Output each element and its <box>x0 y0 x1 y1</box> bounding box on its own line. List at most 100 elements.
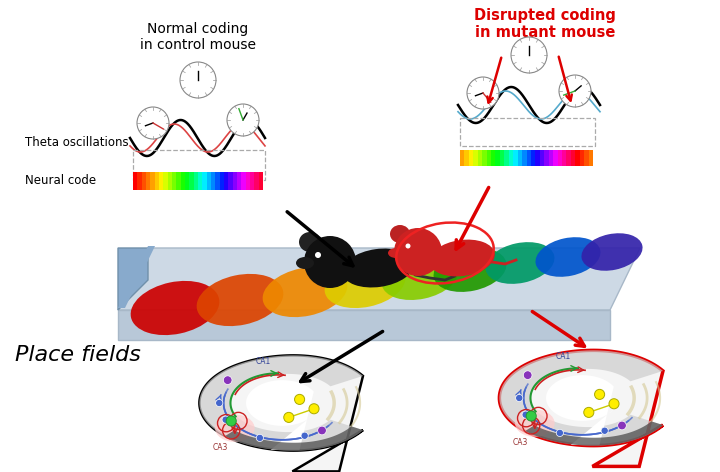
Circle shape <box>522 411 529 418</box>
Bar <box>250 172 255 190</box>
Ellipse shape <box>536 237 600 277</box>
Ellipse shape <box>390 225 410 243</box>
Ellipse shape <box>433 248 506 292</box>
Bar <box>513 150 518 166</box>
Bar <box>215 172 220 190</box>
Bar <box>509 150 513 166</box>
Text: CA3: CA3 <box>513 438 528 447</box>
Bar <box>504 150 509 166</box>
Bar <box>567 150 572 166</box>
Circle shape <box>227 104 259 136</box>
Bar <box>233 172 238 190</box>
Bar <box>478 150 482 166</box>
Bar <box>495 150 500 166</box>
Bar <box>571 150 576 166</box>
Bar <box>469 150 474 166</box>
Ellipse shape <box>582 233 642 271</box>
Ellipse shape <box>485 242 554 284</box>
Bar <box>254 172 259 190</box>
Ellipse shape <box>130 281 220 335</box>
Polygon shape <box>225 426 363 451</box>
Text: Theta oscillations: Theta oscillations <box>25 136 129 150</box>
Circle shape <box>301 432 308 439</box>
Bar <box>228 172 233 190</box>
Polygon shape <box>546 375 613 445</box>
Bar <box>168 172 173 190</box>
Circle shape <box>309 404 319 414</box>
Bar <box>258 172 264 190</box>
Bar <box>482 150 487 166</box>
Bar <box>207 172 212 190</box>
Bar <box>189 172 194 190</box>
Circle shape <box>315 252 321 258</box>
Bar <box>540 150 545 166</box>
Circle shape <box>405 244 410 248</box>
Bar <box>580 150 585 166</box>
Bar <box>163 172 168 190</box>
Circle shape <box>394 228 442 276</box>
Text: CA3: CA3 <box>212 443 228 452</box>
Bar <box>473 150 478 166</box>
Circle shape <box>523 371 532 379</box>
Bar <box>133 150 265 180</box>
Bar <box>562 150 567 166</box>
Circle shape <box>256 434 264 441</box>
Circle shape <box>294 395 305 405</box>
Bar <box>185 172 190 190</box>
Bar <box>549 150 554 166</box>
Bar <box>224 172 229 190</box>
Circle shape <box>601 427 608 434</box>
Bar <box>211 172 216 190</box>
Bar <box>181 172 186 190</box>
Text: Place fields: Place fields <box>15 345 141 365</box>
Bar <box>464 150 469 166</box>
Circle shape <box>511 37 547 73</box>
Ellipse shape <box>515 410 554 437</box>
Circle shape <box>467 77 499 109</box>
Bar <box>553 150 558 166</box>
Bar <box>487 150 492 166</box>
Bar <box>518 150 523 166</box>
Polygon shape <box>500 350 663 466</box>
Bar <box>500 150 505 166</box>
Bar <box>150 172 156 190</box>
Circle shape <box>284 413 294 422</box>
Circle shape <box>226 416 236 426</box>
Text: Disrupted coding
in mutant mouse: Disrupted coding in mutant mouse <box>474 8 616 41</box>
Bar <box>575 150 580 166</box>
Circle shape <box>618 421 626 430</box>
Bar <box>246 172 251 190</box>
Bar <box>138 172 142 190</box>
Bar <box>460 118 595 146</box>
Text: Normal coding
in control mouse: Normal coding in control mouse <box>140 22 256 52</box>
Bar <box>237 172 242 190</box>
Polygon shape <box>118 310 610 340</box>
Bar <box>522 150 527 166</box>
Circle shape <box>318 426 326 435</box>
Bar <box>146 172 150 190</box>
Ellipse shape <box>197 274 284 326</box>
Circle shape <box>526 411 536 421</box>
Bar <box>544 150 549 166</box>
Circle shape <box>222 416 229 423</box>
Polygon shape <box>246 380 314 450</box>
Bar <box>155 172 160 190</box>
Ellipse shape <box>263 267 347 317</box>
Bar <box>159 172 164 190</box>
Bar <box>526 150 531 166</box>
Bar <box>172 172 177 190</box>
Text: CA1: CA1 <box>256 357 271 366</box>
Polygon shape <box>118 248 640 310</box>
Bar <box>220 172 225 190</box>
Ellipse shape <box>299 232 321 252</box>
Circle shape <box>180 62 216 98</box>
Polygon shape <box>525 421 663 446</box>
Bar <box>241 172 246 190</box>
Circle shape <box>559 75 591 107</box>
Bar <box>133 172 138 190</box>
Ellipse shape <box>325 260 405 308</box>
Bar <box>198 172 203 190</box>
Bar <box>531 150 536 166</box>
Bar <box>460 150 465 166</box>
Bar <box>588 150 593 166</box>
